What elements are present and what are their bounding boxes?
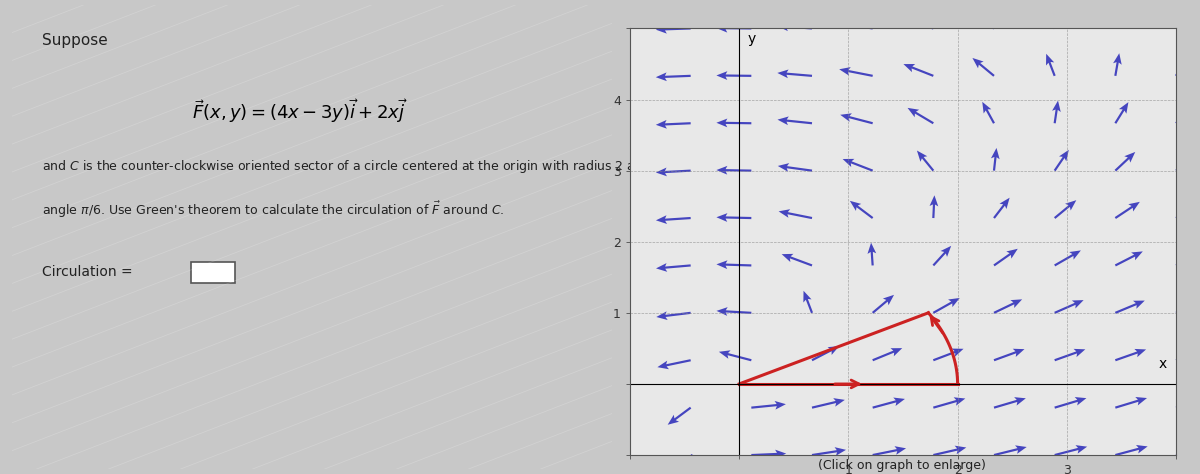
Text: y: y bbox=[748, 32, 756, 46]
Text: Suppose: Suppose bbox=[42, 33, 108, 47]
Text: $\vec{F}(x, y) = (4x - 3y)\vec{i} + 2x\vec{j}$: $\vec{F}(x, y) = (4x - 3y)\vec{i} + 2x\v… bbox=[192, 98, 408, 126]
Text: x: x bbox=[1159, 357, 1168, 371]
Text: angle $\pi/6$. Use Green's theorem to calculate the circulation of $\vec{F}$ aro: angle $\pi/6$. Use Green's theorem to ca… bbox=[42, 200, 504, 220]
FancyBboxPatch shape bbox=[191, 262, 235, 283]
Text: Circulation =: Circulation = bbox=[42, 265, 133, 279]
Text: and $C$ is the counter-clockwise oriented sector of a circle centered at the ori: and $C$ is the counter-clockwise oriente… bbox=[42, 158, 698, 175]
Text: (Click on graph to enlarge): (Click on graph to enlarge) bbox=[818, 459, 986, 472]
